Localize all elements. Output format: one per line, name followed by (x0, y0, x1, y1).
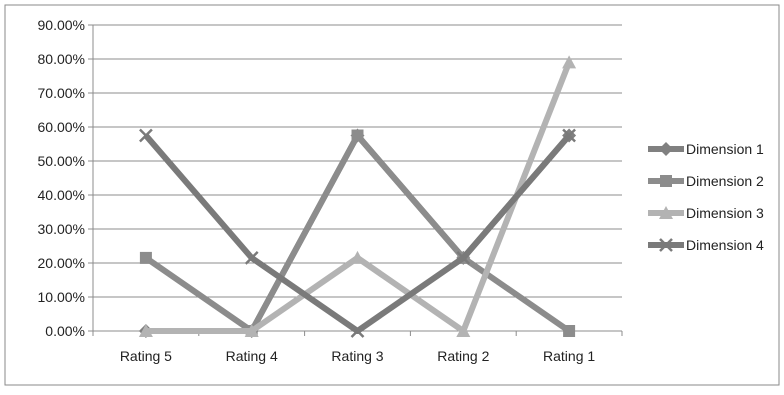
axes: 0.00% 10.00% 20.00% 30.00% 40.00% 50.00% 60.00… (38, 17, 623, 364)
y-tick-label: 0.00% (45, 323, 85, 339)
data-point (350, 324, 365, 338)
legend-label: Dimension 2 (686, 173, 764, 189)
legend-marker (659, 238, 673, 252)
y-tick-label: 20.00% (38, 255, 85, 271)
legend-marker (660, 175, 672, 187)
data-point (456, 324, 471, 337)
x-marker-stroke (456, 251, 471, 265)
y-tick-label: 30.00% (38, 221, 85, 237)
legend: Dimension 1 Dimension 2 Dimension 3 Dimensi… (648, 141, 764, 253)
gridlines (93, 24, 622, 298)
x-marker-stroke (139, 128, 153, 143)
data-point (244, 251, 259, 265)
data-point (139, 128, 153, 143)
data-point (562, 55, 577, 69)
data-point (563, 325, 576, 337)
y-tick-label: 60.00% (38, 119, 85, 135)
x-tick-label: Rating 1 (543, 348, 595, 364)
x-marker-stroke (350, 324, 365, 338)
legend-label: Dimension 1 (686, 141, 764, 157)
y-tick-label: 70.00% (38, 85, 85, 101)
legend-marker (659, 142, 673, 156)
data-point (138, 324, 153, 337)
x-marker-stroke (244, 251, 259, 265)
data-point (351, 129, 364, 142)
data-point (562, 128, 576, 143)
data-point (139, 251, 152, 264)
x-marker-stroke (562, 128, 576, 143)
x-tick-label: Rating 5 (120, 348, 172, 364)
x-marker-stroke (659, 238, 673, 252)
y-tick-label: 40.00% (38, 187, 85, 203)
y-tick-label: 10.00% (38, 289, 85, 305)
legend-marker (659, 206, 673, 219)
legend-item: Dimension 4 (648, 237, 764, 253)
y-tick-label: 50.00% (38, 153, 85, 169)
x-tick-label: Rating 3 (331, 348, 383, 364)
data-point (456, 251, 471, 265)
legend-label: Dimension 3 (686, 205, 764, 221)
series-3 (138, 55, 577, 337)
x-tick-label: Rating 2 (437, 348, 489, 364)
data-point (244, 324, 259, 337)
legend-item: Dimension 3 (648, 205, 764, 221)
legend-label: Dimension 4 (686, 237, 764, 253)
legend-item: Dimension 2 (648, 173, 764, 189)
y-tick-label: 90.00% (38, 17, 85, 33)
legend-item: Dimension 1 (648, 141, 764, 157)
data-point (350, 250, 365, 264)
x-tick-label: Rating 4 (226, 348, 278, 364)
series-lines (138, 55, 577, 338)
y-tick-label: 80.00% (38, 51, 85, 67)
series-4 (139, 128, 576, 338)
